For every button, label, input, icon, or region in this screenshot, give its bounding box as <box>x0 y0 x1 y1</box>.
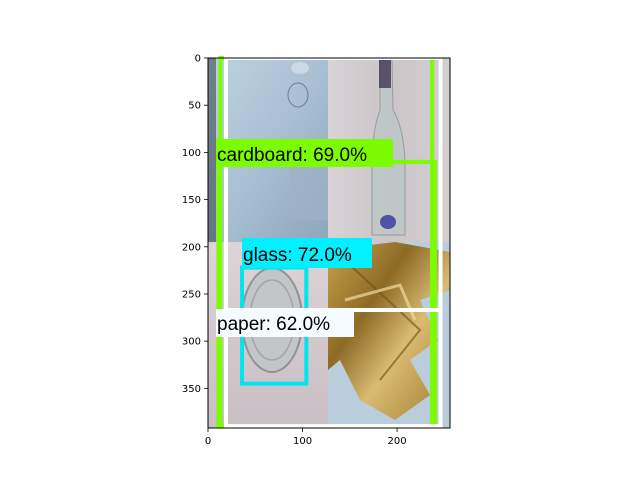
label-bg-glass <box>242 238 372 268</box>
foil-fold <box>349 264 422 381</box>
cardboard-edge-shadow <box>208 58 216 242</box>
x-axis-ticks: 0 100 200 <box>205 428 407 447</box>
label-text-glass: glass: 72.0% <box>243 245 352 266</box>
label-text-cardboard: cardboard: 69.0% <box>217 145 367 166</box>
detection-label-glass: glass: 72.0% <box>242 238 372 268</box>
x-tick-label: 0 <box>205 436 211 447</box>
label-bg-cardboard <box>216 139 393 167</box>
y-tick-label: 0 <box>195 54 201 65</box>
foil-shape <box>328 242 450 420</box>
cardboard-doodle <box>287 82 309 108</box>
x-tick-label: 200 <box>388 436 407 447</box>
bottle-label <box>380 215 396 229</box>
y-tick-label: 150 <box>182 195 201 206</box>
detection-label-paper: paper: 62.0% <box>216 309 354 337</box>
y-tick-label: 350 <box>182 384 201 395</box>
cardboard-spot <box>291 62 309 74</box>
y-tick-label: 50 <box>188 101 201 112</box>
bottle-cap <box>379 58 391 88</box>
y-tick-label: 250 <box>182 289 201 300</box>
axes-frame <box>207 57 451 429</box>
label-text-paper: paper: 62.0% <box>217 314 330 335</box>
label-bg-paper <box>216 309 354 337</box>
detection-label-cardboard: cardboard: 69.0% <box>216 139 393 167</box>
y-tick-label: 300 <box>182 337 201 348</box>
y-tick-label: 100 <box>182 148 201 159</box>
y-axis-ticks: 0 50 100 150 200 250 300 350 <box>182 54 208 395</box>
y-tick-label: 200 <box>182 242 201 253</box>
x-tick-label: 100 <box>293 436 312 447</box>
